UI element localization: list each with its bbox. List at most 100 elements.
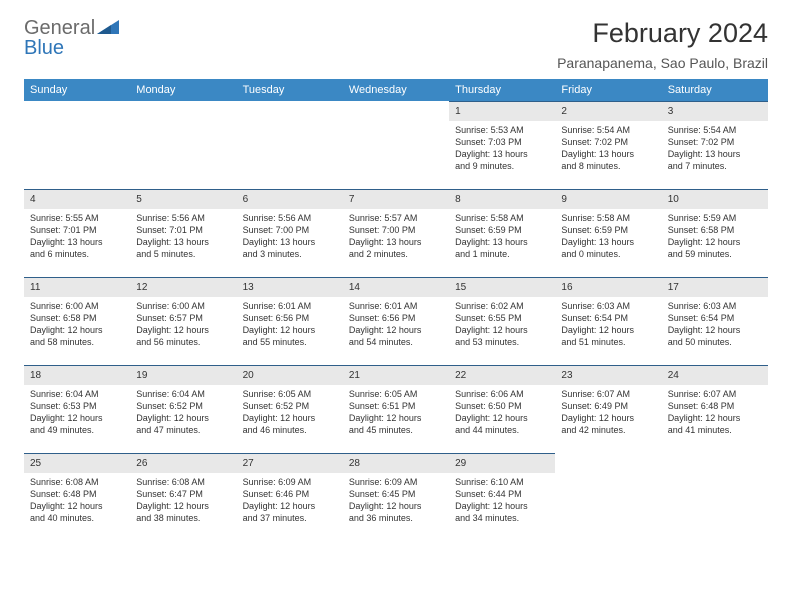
day-details: Sunrise: 5:56 AMSunset: 7:00 PMDaylight:… <box>237 209 343 265</box>
day-sunrise: Sunrise: 6:09 AM <box>243 476 337 488</box>
calendar-week-row: 11Sunrise: 6:00 AMSunset: 6:58 PMDayligh… <box>24 277 768 365</box>
day-number: 20 <box>237 365 343 385</box>
day-daylight2: and 42 minutes. <box>561 424 655 436</box>
weekday-header: Wednesday <box>343 79 449 101</box>
day-details: Sunrise: 6:00 AMSunset: 6:58 PMDaylight:… <box>24 297 130 353</box>
calendar-day-cell <box>130 101 236 189</box>
day-daylight2: and 58 minutes. <box>30 336 124 348</box>
day-number: 9 <box>555 189 661 209</box>
day-sunset: Sunset: 6:56 PM <box>349 312 443 324</box>
calendar-day-cell <box>237 101 343 189</box>
day-number: 25 <box>24 453 130 473</box>
day-details: Sunrise: 5:53 AMSunset: 7:03 PMDaylight:… <box>449 121 555 177</box>
day-daylight2: and 37 minutes. <box>243 512 337 524</box>
day-number: 5 <box>130 189 236 209</box>
day-details: Sunrise: 5:56 AMSunset: 7:01 PMDaylight:… <box>130 209 236 265</box>
day-sunrise: Sunrise: 6:06 AM <box>455 388 549 400</box>
day-number: 10 <box>662 189 768 209</box>
calendar-day-cell: 10Sunrise: 5:59 AMSunset: 6:58 PMDayligh… <box>662 189 768 277</box>
day-daylight2: and 59 minutes. <box>668 248 762 260</box>
calendar-day-cell: 13Sunrise: 6:01 AMSunset: 6:56 PMDayligh… <box>237 277 343 365</box>
day-sunrise: Sunrise: 6:04 AM <box>30 388 124 400</box>
day-number: 11 <box>24 277 130 297</box>
weekday-header: Friday <box>555 79 661 101</box>
day-sunrise: Sunrise: 6:00 AM <box>136 300 230 312</box>
day-details: Sunrise: 5:59 AMSunset: 6:58 PMDaylight:… <box>662 209 768 265</box>
day-sunset: Sunset: 6:54 PM <box>561 312 655 324</box>
day-number: 23 <box>555 365 661 385</box>
day-sunrise: Sunrise: 6:03 AM <box>561 300 655 312</box>
day-sunset: Sunset: 6:59 PM <box>455 224 549 236</box>
calendar-day-cell: 28Sunrise: 6:09 AMSunset: 6:45 PMDayligh… <box>343 453 449 541</box>
day-details: Sunrise: 5:58 AMSunset: 6:59 PMDaylight:… <box>555 209 661 265</box>
calendar-day-cell: 24Sunrise: 6:07 AMSunset: 6:48 PMDayligh… <box>662 365 768 453</box>
day-daylight2: and 1 minute. <box>455 248 549 260</box>
day-number: 19 <box>130 365 236 385</box>
day-number: 17 <box>662 277 768 297</box>
day-number: 29 <box>449 453 555 473</box>
day-sunset: Sunset: 6:53 PM <box>30 400 124 412</box>
day-number: 22 <box>449 365 555 385</box>
day-sunrise: Sunrise: 6:07 AM <box>668 388 762 400</box>
day-sunset: Sunset: 6:52 PM <box>136 400 230 412</box>
day-daylight2: and 36 minutes. <box>349 512 443 524</box>
day-sunset: Sunset: 6:49 PM <box>561 400 655 412</box>
day-sunrise: Sunrise: 5:55 AM <box>30 212 124 224</box>
day-number: 1 <box>449 101 555 121</box>
calendar-day-cell: 16Sunrise: 6:03 AMSunset: 6:54 PMDayligh… <box>555 277 661 365</box>
calendar-day-cell: 4Sunrise: 5:55 AMSunset: 7:01 PMDaylight… <box>24 189 130 277</box>
day-number: 3 <box>662 101 768 121</box>
logo: General Blue <box>24 18 119 58</box>
day-sunset: Sunset: 6:57 PM <box>136 312 230 324</box>
day-details: Sunrise: 6:08 AMSunset: 6:47 PMDaylight:… <box>130 473 236 529</box>
calendar-day-cell: 7Sunrise: 5:57 AMSunset: 7:00 PMDaylight… <box>343 189 449 277</box>
weekday-header: Monday <box>130 79 236 101</box>
calendar-day-cell: 21Sunrise: 6:05 AMSunset: 6:51 PMDayligh… <box>343 365 449 453</box>
day-sunrise: Sunrise: 5:56 AM <box>136 212 230 224</box>
calendar-day-cell: 3Sunrise: 5:54 AMSunset: 7:02 PMDaylight… <box>662 101 768 189</box>
day-number: 21 <box>343 365 449 385</box>
day-sunset: Sunset: 6:45 PM <box>349 488 443 500</box>
calendar-day-cell: 8Sunrise: 5:58 AMSunset: 6:59 PMDaylight… <box>449 189 555 277</box>
day-daylight1: Daylight: 13 hours <box>30 236 124 248</box>
day-daylight2: and 49 minutes. <box>30 424 124 436</box>
day-sunset: Sunset: 6:55 PM <box>455 312 549 324</box>
weekday-header: Thursday <box>449 79 555 101</box>
day-daylight1: Daylight: 12 hours <box>455 412 549 424</box>
calendar-day-cell: 14Sunrise: 6:01 AMSunset: 6:56 PMDayligh… <box>343 277 449 365</box>
day-daylight2: and 7 minutes. <box>668 160 762 172</box>
day-daylight2: and 34 minutes. <box>455 512 549 524</box>
day-details: Sunrise: 6:07 AMSunset: 6:49 PMDaylight:… <box>555 385 661 441</box>
day-daylight2: and 53 minutes. <box>455 336 549 348</box>
calendar-day-cell: 2Sunrise: 5:54 AMSunset: 7:02 PMDaylight… <box>555 101 661 189</box>
day-daylight2: and 9 minutes. <box>455 160 549 172</box>
day-daylight1: Daylight: 12 hours <box>561 324 655 336</box>
day-sunset: Sunset: 6:58 PM <box>30 312 124 324</box>
day-details: Sunrise: 6:03 AMSunset: 6:54 PMDaylight:… <box>662 297 768 353</box>
logo-triangle-icon <box>97 20 119 34</box>
calendar-day-cell: 20Sunrise: 6:05 AMSunset: 6:52 PMDayligh… <box>237 365 343 453</box>
calendar-day-cell: 1Sunrise: 5:53 AMSunset: 7:03 PMDaylight… <box>449 101 555 189</box>
day-sunset: Sunset: 6:51 PM <box>349 400 443 412</box>
day-details: Sunrise: 5:58 AMSunset: 6:59 PMDaylight:… <box>449 209 555 265</box>
calendar-day-cell: 5Sunrise: 5:56 AMSunset: 7:01 PMDaylight… <box>130 189 236 277</box>
calendar-page: General Blue February 2024 Paranapanema,… <box>0 0 792 559</box>
day-daylight1: Daylight: 12 hours <box>668 412 762 424</box>
calendar-day-cell <box>343 101 449 189</box>
day-number: 18 <box>24 365 130 385</box>
day-number: 12 <box>130 277 236 297</box>
day-daylight1: Daylight: 12 hours <box>136 324 230 336</box>
day-daylight1: Daylight: 13 hours <box>136 236 230 248</box>
day-daylight2: and 40 minutes. <box>30 512 124 524</box>
day-sunset: Sunset: 7:00 PM <box>243 224 337 236</box>
day-sunset: Sunset: 6:56 PM <box>243 312 337 324</box>
day-number: 28 <box>343 453 449 473</box>
day-sunset: Sunset: 7:01 PM <box>136 224 230 236</box>
day-number: 6 <box>237 189 343 209</box>
day-daylight2: and 56 minutes. <box>136 336 230 348</box>
day-sunrise: Sunrise: 5:58 AM <box>455 212 549 224</box>
day-number: 27 <box>237 453 343 473</box>
day-details: Sunrise: 6:01 AMSunset: 6:56 PMDaylight:… <box>343 297 449 353</box>
calendar-day-cell: 27Sunrise: 6:09 AMSunset: 6:46 PMDayligh… <box>237 453 343 541</box>
day-details: Sunrise: 6:09 AMSunset: 6:46 PMDaylight:… <box>237 473 343 529</box>
